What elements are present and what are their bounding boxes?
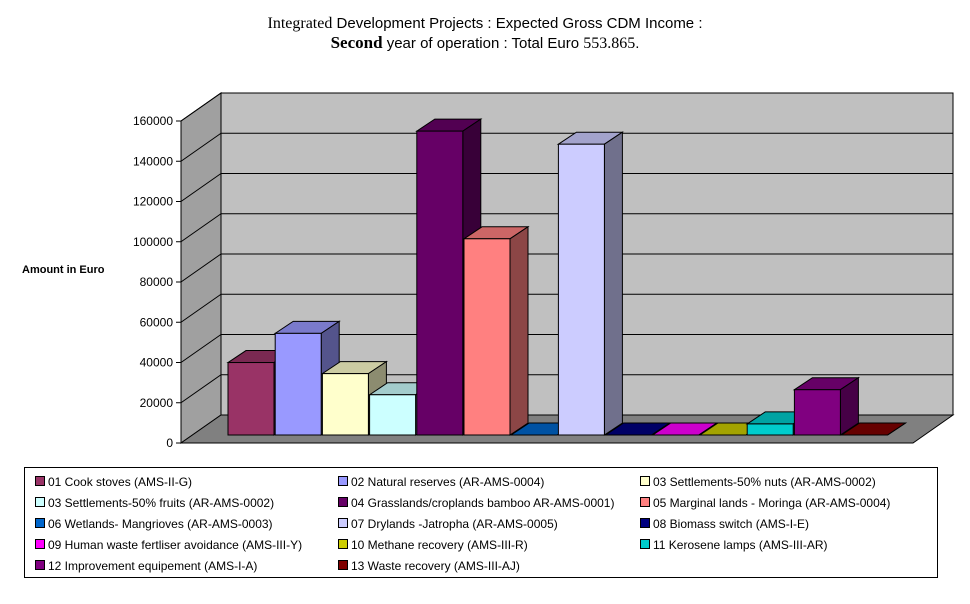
chart-title-line-1: Integrated Development Projects : Expect… — [0, 14, 970, 33]
legend-label: 01 Cook stoves (AMS-II-G) — [48, 475, 193, 489]
y-tick-label: 40000 — [140, 356, 174, 370]
legend-label: 09 Human waste fertliser avoidance (AMS-… — [48, 538, 303, 552]
legend-label: 04 Grasslands/croplands bamboo AR-AMS-00… — [351, 496, 615, 510]
legend-label: 11 Kerosene lamps (AMS-III-AR) — [653, 538, 828, 552]
legend-label: 07 Drylands -Jatropha (AR-AMS-0005) — [351, 517, 558, 531]
bar-front — [557, 143, 605, 436]
gridline-side — [180, 374, 222, 404]
legend-entry: 02 Natural reserves (AR-AMS-0004) — [338, 475, 544, 489]
legend-swatch — [338, 497, 348, 507]
gridline-side — [180, 293, 222, 323]
chart-title-line-2: Second year of operation : Total Euro 55… — [0, 33, 970, 53]
legend-entry: 03 Settlements-50% fruits (AR-AMS-0002) — [35, 496, 274, 510]
legend-entry: 12 Improvement equipement (AMS-I-A) — [35, 559, 257, 573]
y-axis-label: Amount in Euro — [22, 264, 105, 276]
legend-label: 12 Improvement equipement (AMS-I-A) — [48, 559, 258, 573]
bar — [792, 376, 861, 436]
legend-entry: 06 Wetlands- Mangrioves (AR-AMS-0003) — [35, 517, 273, 531]
legend-entry: 08 Biomass switch (AMS-I-E) — [640, 517, 809, 531]
legend-label: 02 Natural reserves (AR-AMS-0004) — [351, 475, 545, 489]
y-tick-label: 20000 — [140, 396, 174, 410]
chart-title-line-2-lead: Second — [330, 33, 383, 52]
gridline-side — [180, 132, 222, 162]
y-tick-label: 160000 — [133, 114, 173, 128]
chart-title: Integrated Development Projects : Expect… — [0, 14, 970, 53]
legend-swatch — [640, 518, 650, 528]
bar — [556, 131, 625, 436]
legend-entry: 05 Marginal lands - Moringa (AR-AMS-0004… — [640, 496, 890, 510]
legend-swatch — [35, 476, 45, 486]
legend-swatch — [640, 476, 650, 486]
bar-front — [274, 332, 322, 436]
legend-label: 10 Methane recovery (AMS-III-R) — [351, 538, 528, 552]
legend-label: 13 Waste recovery (AMS-III-AJ) — [351, 559, 520, 573]
bar-side — [603, 131, 623, 436]
chart-legend: 01 Cook stoves (AMS-II-G) 02 Natural rese… — [24, 467, 938, 578]
legend-swatch — [338, 476, 348, 486]
chart-title-line-2-mid: year of operation : Total Euro — [386, 35, 580, 52]
legend-entry: 09 Human waste fertliser avoidance (AMS-… — [35, 538, 302, 552]
bar-front — [321, 373, 369, 436]
chart-title-line-2-end: . — [635, 35, 640, 52]
legend-label: 05 Marginal lands - Moringa (AR-AMS-0004… — [653, 496, 891, 510]
bar-front — [463, 238, 511, 436]
legend-swatch — [35, 560, 45, 570]
gridline-side — [180, 334, 222, 363]
y-tick-label: 120000 — [133, 195, 173, 209]
legend-swatch — [640, 539, 650, 549]
bar-side — [509, 225, 529, 436]
legend-entry: 11 Kerosene lamps (AMS-III-AR) — [640, 538, 828, 552]
legend-swatch — [640, 497, 650, 507]
chart-plot: 0 20000 40000 60000 80000 100000 120000 140000 1… — [133, 92, 955, 450]
legend-label: 06 Wetlands- Mangrioves (AR-AMS-0003) — [48, 517, 273, 531]
bar-front — [746, 423, 794, 436]
legend-label: 03 Settlements-50% fruits (AR-AMS-0002) — [48, 496, 275, 510]
legend-swatch — [338, 518, 348, 528]
y-tick-label: 60000 — [140, 315, 174, 329]
gridline-side — [180, 92, 222, 122]
chart-title-line-1-rest: Development Projects : Expected Gross CD… — [336, 15, 703, 32]
bar — [839, 422, 908, 436]
legend-swatch — [338, 539, 348, 549]
chart-title-total: 553.865 — [583, 35, 636, 52]
bar-front — [793, 389, 841, 436]
gridline-side — [180, 253, 222, 283]
gridline-side — [180, 213, 222, 243]
bar — [651, 422, 719, 436]
bar — [603, 422, 672, 436]
y-tick-label: 100000 — [133, 235, 173, 249]
bar-side — [651, 422, 670, 436]
legend-swatch — [35, 497, 45, 507]
y-tick-label: 80000 — [140, 275, 174, 289]
chart-title-line-1-lead: Integrated — [267, 15, 333, 32]
y-tick-label: 140000 — [133, 154, 173, 168]
bar-front — [227, 362, 275, 436]
y-tick-label: 0 — [166, 436, 173, 450]
bar-side — [698, 422, 718, 436]
legend-entry: 13 Waste recovery (AMS-III-AJ) — [338, 559, 520, 573]
bar-front — [416, 130, 464, 436]
legend-entry: 07 Drylands -Jatropha (AR-AMS-0005) — [338, 517, 558, 531]
bar — [462, 225, 530, 436]
legend-swatch — [338, 560, 348, 570]
bar-front — [369, 394, 417, 436]
legend-swatch — [35, 518, 45, 528]
legend-entry: 10 Methane recovery (AMS-III-R) — [338, 538, 528, 552]
legend-label: 03 Settlements-50% nuts (AR-AMS-0002) — [653, 475, 876, 489]
legend-entry: 03 Settlements-50% nuts (AR-AMS-0002) — [640, 475, 876, 489]
bar-side — [887, 422, 906, 436]
legend-label: 08 Biomass switch (AMS-I-E) — [653, 517, 810, 531]
legend-entry: 01 Cook stoves (AMS-II-G) — [35, 475, 192, 489]
gridline-side — [180, 173, 222, 202]
legend-entry: 04 Grasslands/croplands bamboo AR-AMS-00… — [338, 496, 614, 510]
legend-swatch — [35, 539, 45, 549]
